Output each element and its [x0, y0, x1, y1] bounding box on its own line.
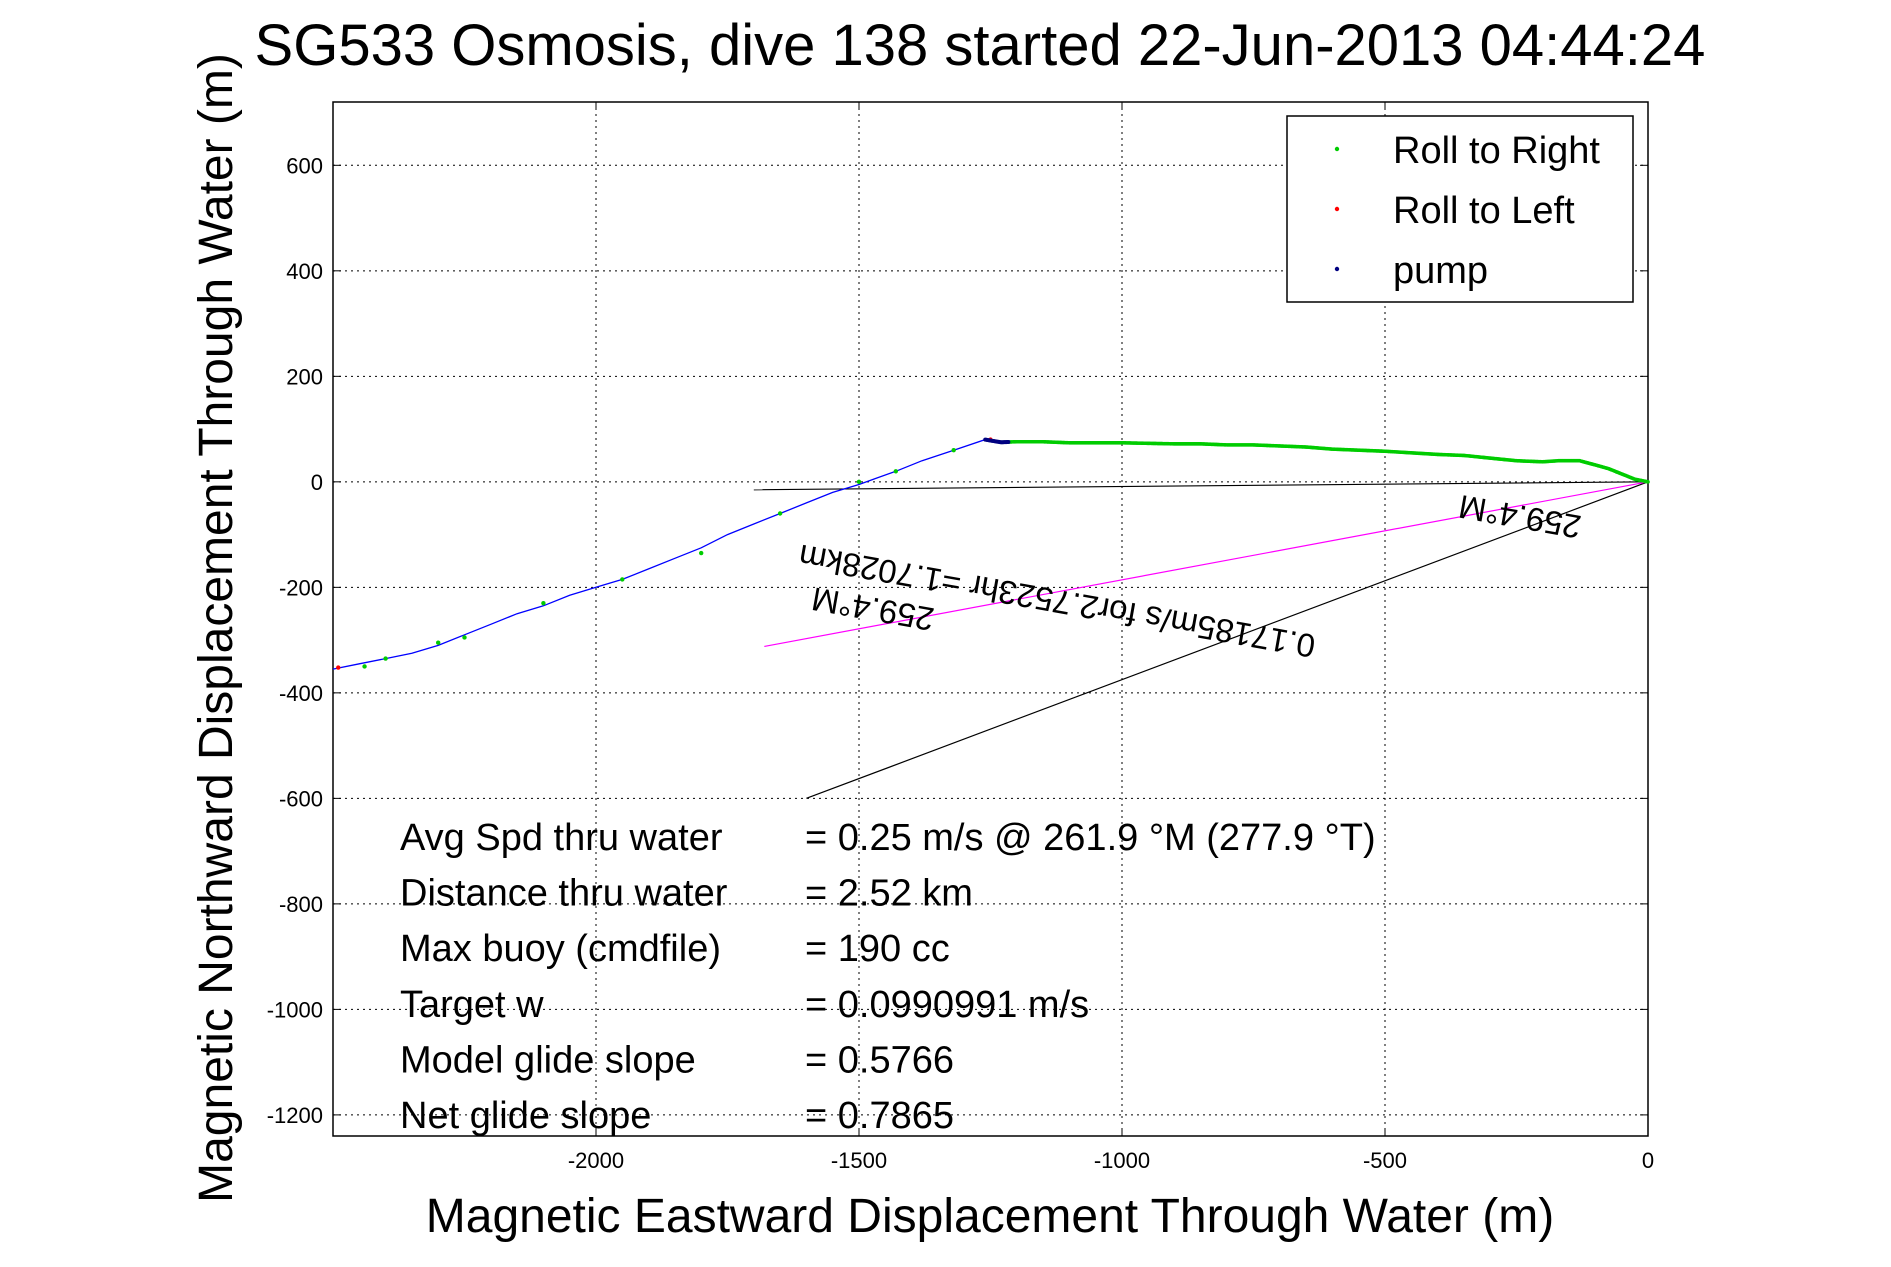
x-tick-labels: -2000 -1500 -1000 -500 0 [568, 1148, 1654, 1173]
roll-right-marker [951, 447, 956, 453]
legend-marker [1334, 266, 1340, 272]
y-tick-labels: 600 400 200 0 -200 -400 -600 -800 -1000 -1200 [267, 153, 323, 1128]
reference-line [806, 481, 1649, 799]
legend-label: Roll to Right [1393, 130, 1600, 172]
y-tick-label: -400 [279, 681, 323, 706]
legend-label: Roll to Left [1393, 190, 1575, 232]
roll-right-marker [893, 469, 899, 474]
stat-value: = 0.0990991 m/s [805, 984, 1089, 1026]
stat-label: Net glide slope [400, 1095, 651, 1137]
reference-line [764, 481, 1649, 648]
y-tick-label: 400 [286, 259, 323, 284]
roll-right-marker [436, 640, 441, 645]
stat-value: = 0.7865 [805, 1095, 954, 1137]
stat-value: = 0.25 m/s @ 261.9 °M (277.9 °T) [805, 817, 1376, 859]
y-tick-label: 600 [286, 153, 323, 178]
legend-label: pump [1393, 250, 1488, 292]
roll-right-marker [620, 577, 625, 582]
stat-label: Max buoy (cmdfile) [400, 928, 721, 970]
y-tick-label: -1000 [267, 997, 323, 1022]
y-tick-label: -600 [279, 786, 323, 811]
y-tick-label: -800 [279, 892, 323, 917]
stat-label: Distance thru water [400, 873, 728, 915]
roll-right-marker [462, 635, 467, 640]
stats-block: Avg Spd thru water = 0.25 m/s @ 261.9 °M … [400, 817, 1376, 1137]
roll-right-marker [383, 656, 388, 661]
roll-right-marker [1646, 480, 1650, 484]
x-tick-label: -1000 [1094, 1148, 1150, 1173]
roll-right-marker [362, 664, 367, 669]
stat-value: = 0.5766 [805, 1039, 954, 1081]
x-tick-label: -1500 [831, 1148, 887, 1173]
legend-marker [1334, 146, 1340, 152]
y-tick-label: 0 [311, 470, 323, 495]
grid [333, 102, 1649, 1136]
stat-value: = 190 cc [805, 928, 950, 970]
x-tick-label: -2000 [568, 1148, 624, 1173]
x-axis-label: Magnetic Eastward Displacement Through W… [426, 1190, 1554, 1243]
legend: Roll to Right Roll to Left pump [1286, 115, 1634, 303]
roll-right-marker [777, 511, 783, 516]
x-tick-label: -500 [1363, 1148, 1407, 1173]
roll-right-marker [856, 479, 862, 485]
y-tick-label: 200 [286, 364, 323, 389]
legend-marker [1334, 206, 1340, 212]
stat-value: = 2.52 km [805, 873, 973, 915]
reference-lines [753, 481, 1649, 799]
y-tick-label: -200 [279, 575, 323, 600]
stat-label: Target w [400, 984, 544, 1026]
stat-label: Model glide slope [400, 1039, 696, 1081]
ticks [333, 102, 1649, 1136]
pump-marker [1006, 440, 1011, 445]
markers [336, 437, 1650, 670]
chart-title: SG533 Osmosis, dive 138 started 22-Jun-2… [255, 13, 1706, 78]
roll-right-marker [541, 600, 546, 606]
roll-left-marker [336, 665, 341, 670]
legend-box [1286, 115, 1634, 303]
legend-items: Roll to Right Roll to Left pump [1334, 130, 1600, 292]
y-tick-label: -1200 [267, 1103, 323, 1128]
reference-line [753, 481, 1649, 491]
y-axis-label: Magnetic Northward Displacement Through … [190, 53, 243, 1203]
roll-right-marker [699, 550, 704, 556]
stat-label: Avg Spd thru water [400, 817, 723, 859]
x-tick-label: 0 [1642, 1148, 1654, 1173]
